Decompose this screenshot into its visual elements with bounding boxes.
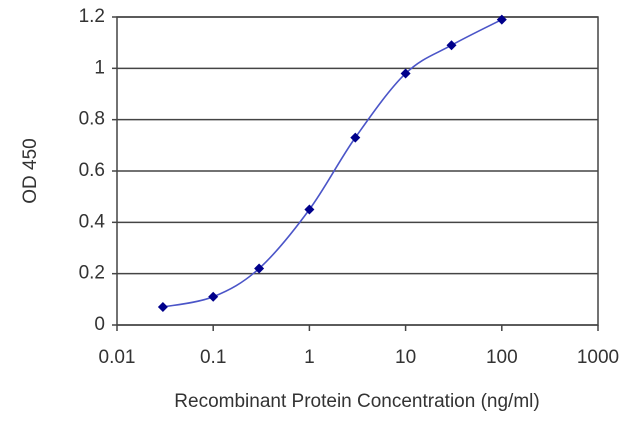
y-tick-label: 0.8 [79,109,105,130]
y-tick-label: 1.2 [79,6,105,27]
data-point [496,14,507,25]
x-axis-label: Recombinant Protein Concentration (ng/ml… [174,391,539,412]
plot-frame [116,16,599,326]
data-point [304,204,315,215]
data-point [350,132,361,143]
x-tick-label: 1 [304,347,315,368]
y-tick-label: 0.4 [79,211,106,232]
y-tick-label: 1 [94,57,105,78]
y-axis-label: OD 450 [20,138,41,203]
data-point [208,291,219,302]
x-tick-label: 100 [486,347,518,368]
data-point [400,68,411,79]
x-tick-label: 0.1 [200,347,226,368]
data-point [157,302,168,313]
y-tick-label: 0.6 [79,160,105,181]
data-point [254,263,265,274]
series-line [162,18,503,308]
y-tick-label: 0 [94,314,105,335]
data-point [446,40,457,51]
x-tick-label: 0.01 [99,347,136,368]
x-tick-label: 10 [395,347,416,368]
y-tick-label: 0.2 [79,263,105,284]
x-tick-label: 1000 [577,347,619,368]
